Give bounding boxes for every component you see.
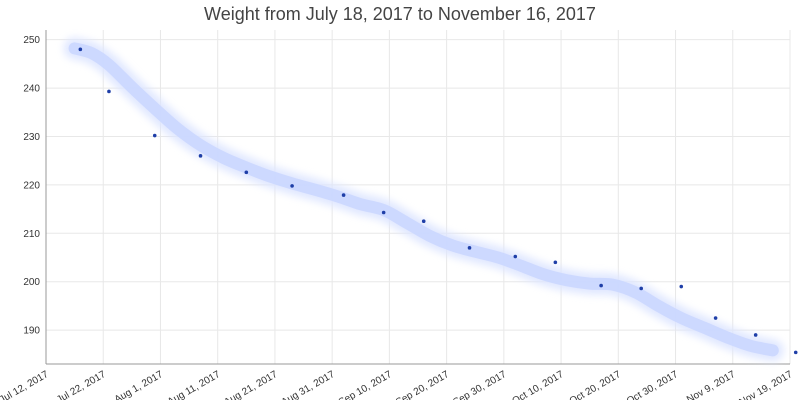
- x-tick-label: Sep 10, 2017: [337, 369, 394, 400]
- data-point: [244, 170, 249, 175]
- x-tick-label: Oct 20, 2017: [568, 369, 623, 400]
- trend-line: [68, 42, 779, 357]
- x-tick-label: Sep 30, 2017: [451, 369, 508, 400]
- data-point: [152, 133, 157, 138]
- data-point: [107, 89, 111, 94]
- grid-lines: [45, 30, 791, 364]
- x-tick-label: Jul 12, 2017: [0, 369, 51, 400]
- data-point: [421, 219, 426, 224]
- data-point: [679, 284, 684, 289]
- x-tick-label: Sep 20, 2017: [394, 369, 451, 400]
- data-point: [793, 350, 798, 355]
- data-point: [467, 246, 472, 250]
- data-point: [78, 47, 83, 52]
- y-tick-label: 190: [23, 326, 40, 337]
- x-tick-label: Aug 21, 2017: [222, 369, 279, 400]
- data-point: [713, 316, 718, 320]
- x-tick-label: Oct 30, 2017: [625, 369, 680, 400]
- data-point: [753, 333, 758, 337]
- trend-band: [63, 37, 784, 362]
- data-point: [198, 154, 203, 158]
- x-tick-label: Aug 1, 2017: [113, 369, 166, 400]
- data-point: [381, 210, 386, 215]
- x-tick-label: Oct 10, 2017: [510, 369, 565, 400]
- x-tick-label: Aug 11, 2017: [166, 369, 223, 400]
- x-tick-label: Jul 22, 2017: [55, 369, 108, 400]
- x-tick-label: Nov 19, 2017: [737, 369, 794, 400]
- y-tick-label: 210: [23, 229, 40, 240]
- y-tick-label: 250: [23, 35, 40, 46]
- data-point: [553, 260, 558, 265]
- data-point: [341, 193, 346, 197]
- data-point: [599, 283, 603, 288]
- data-point: [290, 184, 294, 188]
- axes: [45, 30, 790, 365]
- y-tick-label: 240: [23, 84, 40, 95]
- data-point: [513, 254, 518, 259]
- chart-title: Weight from July 18, 2017 to November 16…: [204, 4, 596, 24]
- x-tick-label: Aug 31, 2017: [280, 369, 337, 400]
- y-tick-label: 220: [23, 180, 40, 191]
- x-tick-label: Nov 9, 2017: [685, 369, 738, 400]
- y-tick-label: 230: [23, 132, 40, 143]
- data-points: [78, 47, 798, 355]
- y-tick-label: 200: [23, 277, 40, 288]
- data-point: [639, 286, 643, 291]
